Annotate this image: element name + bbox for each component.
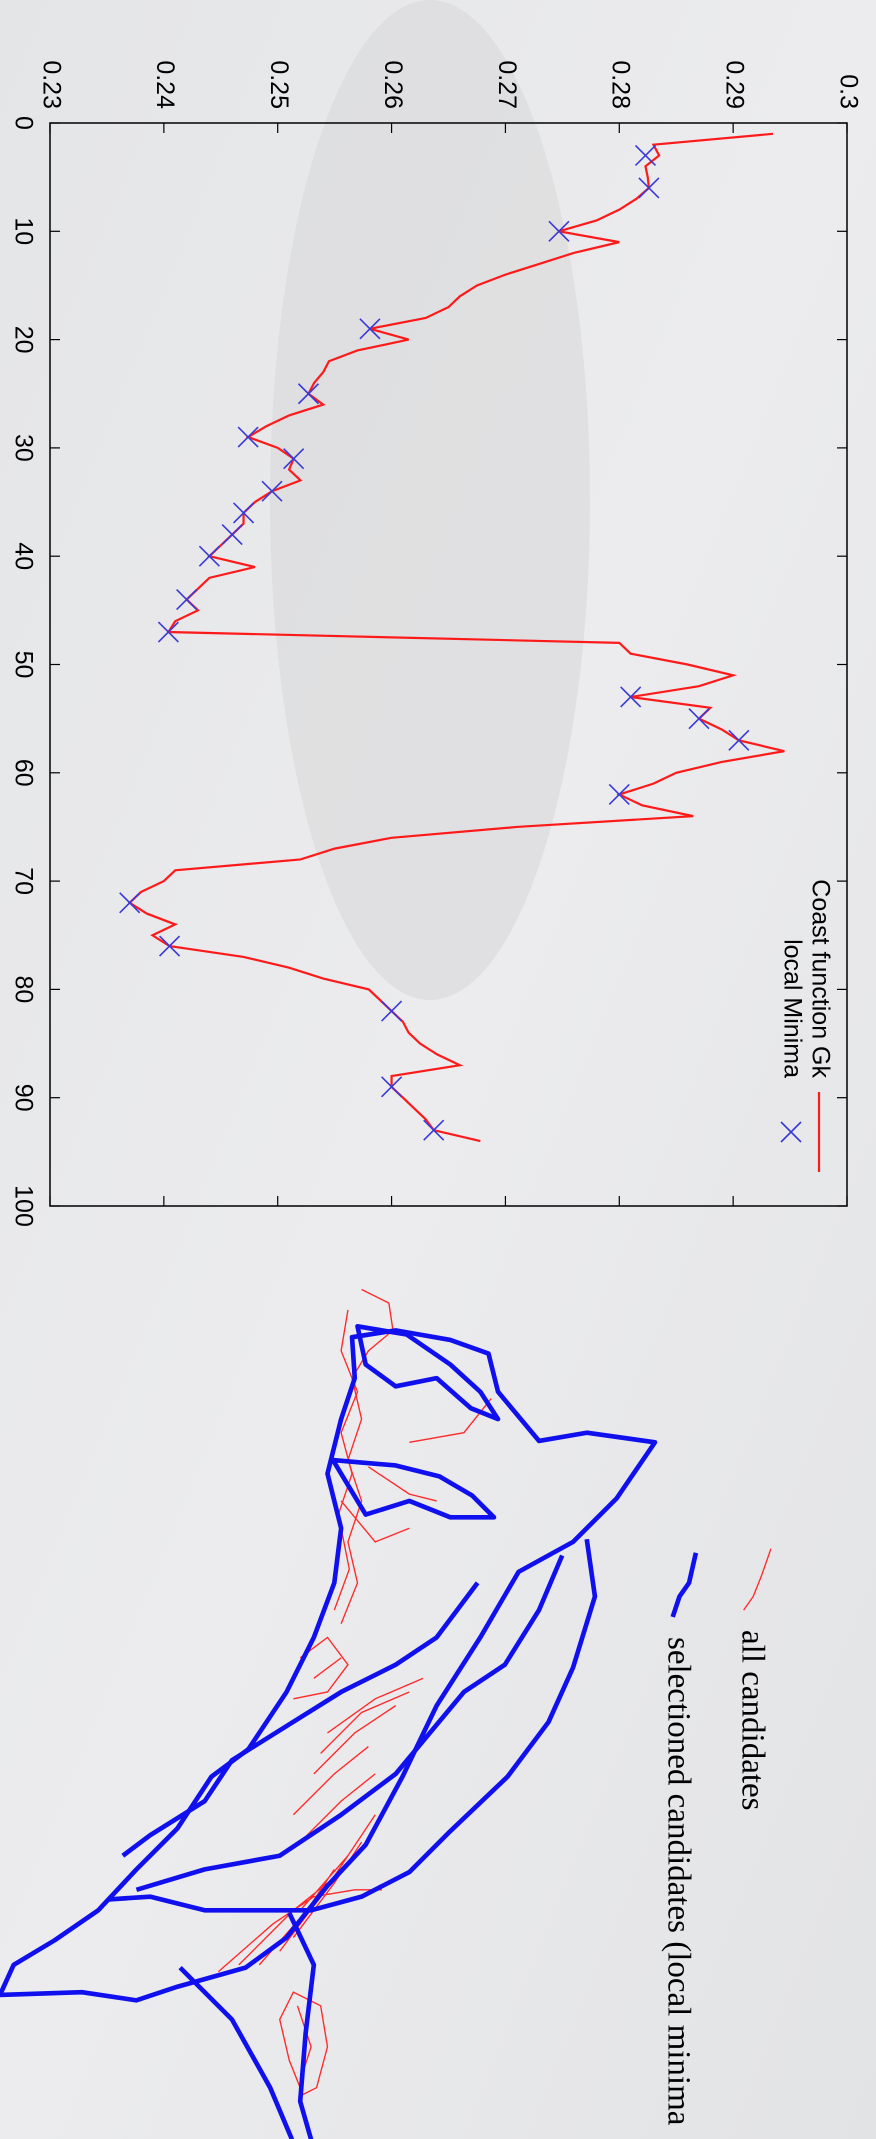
legend-label: local Minima xyxy=(778,939,806,1078)
x-tick-label: 30 xyxy=(9,434,37,462)
y-tick-label: 0.25 xyxy=(265,60,293,109)
x-tick-label: 70 xyxy=(9,867,37,895)
diagram-legend-label: all candidates xyxy=(734,1630,770,1811)
x-tick-label: 0 xyxy=(9,116,37,130)
x-tick-label: 20 xyxy=(9,326,37,354)
x-tick-label: 50 xyxy=(9,651,37,679)
x-tick-label: 40 xyxy=(9,542,37,570)
legend-label: Coast function Gk xyxy=(806,879,834,1078)
x-tick-label: 10 xyxy=(9,217,37,245)
y-tick-label: 0.27 xyxy=(493,60,521,109)
y-tick-label: 0.26 xyxy=(379,60,407,109)
x-tick-label: 90 xyxy=(9,1084,37,1112)
page: all candidates selectioned candidates (l… xyxy=(0,0,876,2139)
y-tick-label: 0.24 xyxy=(151,60,179,109)
y-tick-label: 0.29 xyxy=(721,60,749,109)
x-tick-label: 80 xyxy=(9,975,37,1003)
y-tick-label: 0.23 xyxy=(37,60,65,109)
background-blur xyxy=(270,0,590,1000)
x-tick-label: 100 xyxy=(9,1185,37,1227)
y-tick-label: 0.3 xyxy=(834,74,862,109)
x-tick-label: 60 xyxy=(9,759,37,787)
y-tick-label: 0.28 xyxy=(607,60,635,109)
diagram-legend-label: selectioned candidates (local minima xyxy=(660,1637,696,2126)
